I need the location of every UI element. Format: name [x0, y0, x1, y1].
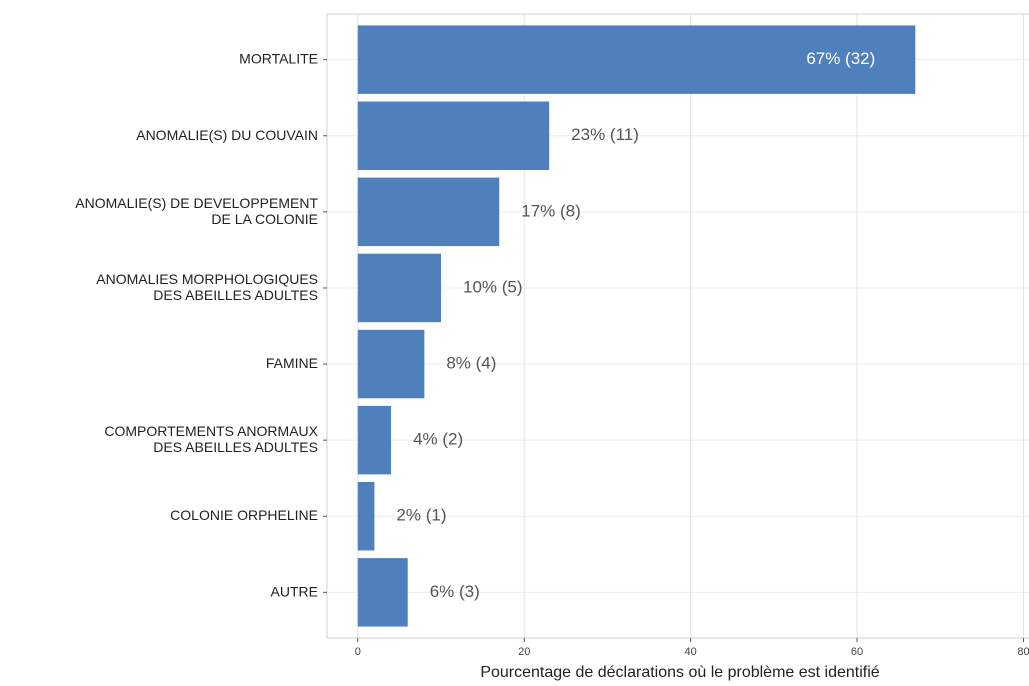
bar	[357, 25, 916, 94]
value-label: 4% (2)	[413, 430, 463, 449]
value-label: 23% (11)	[571, 125, 639, 144]
bar	[357, 405, 392, 475]
y-tick-label: MORTALITE	[239, 50, 318, 66]
value-label: 6% (3)	[430, 582, 480, 601]
y-tick-label: COMPORTEMENTS ANORMAUX DES ABEILLES ADULT…	[104, 423, 318, 455]
value-label: 17% (8)	[521, 201, 581, 220]
y-tick-label: FAMINE	[266, 355, 318, 371]
y-tick-label: COLONIE ORPHELINE	[170, 507, 318, 523]
x-tick-label: 60	[851, 646, 863, 658]
y-tick-label: AUTRE	[271, 583, 318, 599]
x-tick-label: 0	[355, 646, 361, 658]
x-axis-label: Pourcentage de déclarations où le problè…	[480, 664, 879, 681]
y-tick-label: ANOMALIE(S) DE DEVELOPPEMENT DE LA COLONI…	[75, 195, 318, 227]
x-tick-label: 40	[685, 646, 697, 658]
x-tick-label: 80	[1017, 646, 1029, 658]
bar	[357, 101, 550, 170]
value-label: 67% (32)	[806, 49, 875, 68]
y-tick-label: ANOMALIES MORPHOLOGIQUES DES ABEILLES ADU…	[96, 271, 318, 303]
value-label: 2% (1)	[396, 506, 446, 525]
bar	[357, 329, 425, 399]
bar	[357, 558, 408, 627]
x-tick-label: 20	[518, 646, 530, 658]
bar	[357, 177, 500, 247]
bar	[357, 253, 441, 323]
bar	[357, 482, 375, 551]
y-tick-label: ANOMALIE(S) DU COUVAIN	[136, 126, 318, 142]
value-label: 10% (5)	[463, 277, 523, 296]
value-label: 8% (4)	[446, 354, 496, 373]
